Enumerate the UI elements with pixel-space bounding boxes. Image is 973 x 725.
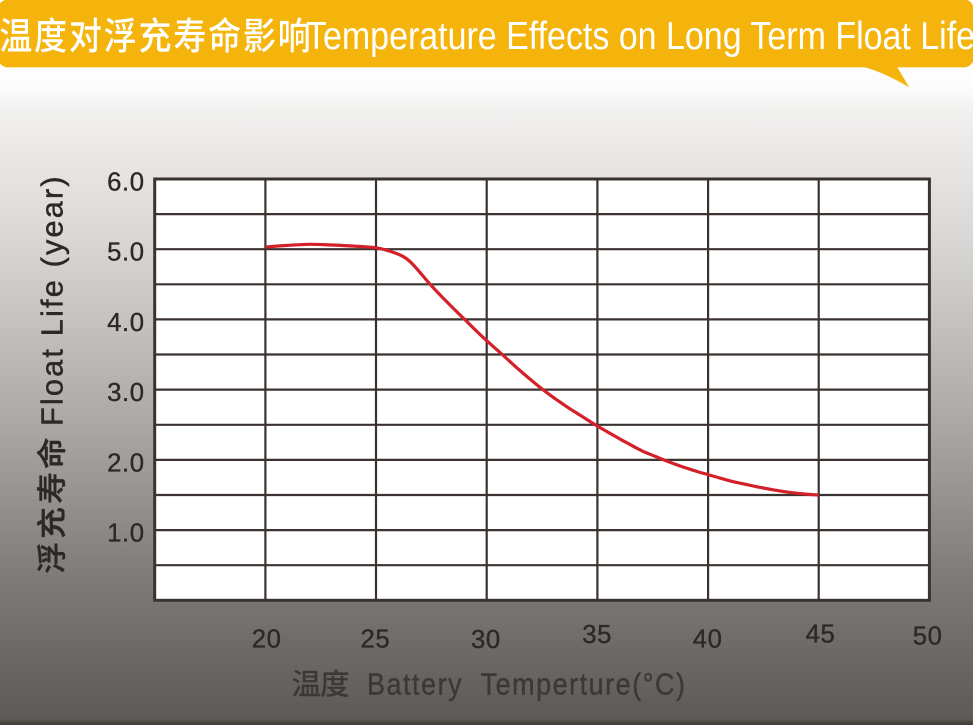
svg-text:Float Life (year): Float Life (year) [35, 174, 70, 426]
svg-text:20: 20 [252, 625, 282, 653]
svg-text:Temperature Effects on Long Te: Temperature Effects on Long Term Float L… [306, 14, 973, 58]
svg-text:40: 40 [693, 626, 723, 654]
svg-text:6.0: 6.0 [107, 169, 145, 197]
svg-text:5.0: 5.0 [107, 239, 145, 267]
svg-text:30: 30 [471, 626, 501, 654]
svg-text:2.0: 2.0 [107, 449, 145, 477]
svg-text:45: 45 [806, 621, 836, 649]
svg-text:25: 25 [361, 625, 391, 653]
svg-text:Battery Temperture(°C): Battery Temperture(°C) [367, 668, 687, 702]
svg-text:1.0: 1.0 [107, 520, 145, 548]
svg-text:50: 50 [913, 623, 943, 651]
svg-text:3.0: 3.0 [107, 379, 145, 407]
svg-text:35: 35 [582, 621, 612, 649]
svg-text:4.0: 4.0 [107, 309, 145, 337]
